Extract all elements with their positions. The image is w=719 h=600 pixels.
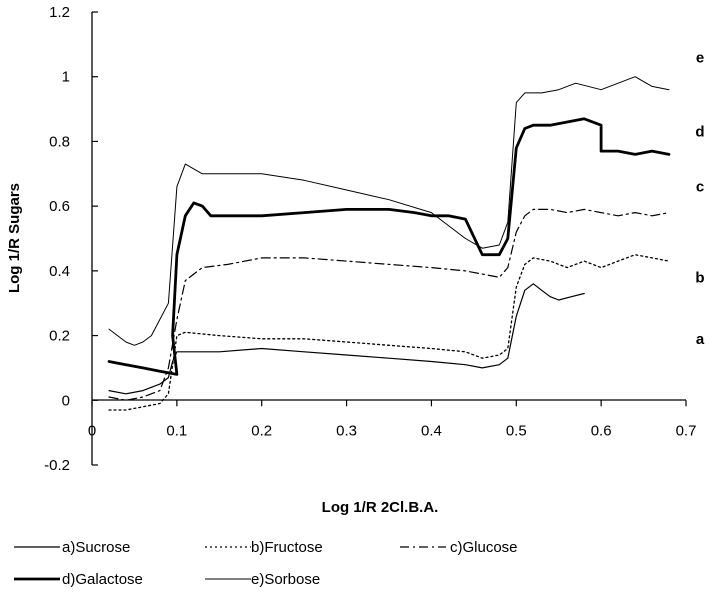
series-line-d <box>107 117 671 376</box>
x-ticks: 0 0.1 0.2 0.3 0.4 0.5 0.6 0.7 <box>88 400 697 439</box>
curve-label-b: b <box>695 269 704 286</box>
series-line-b <box>108 254 670 411</box>
legend: a)Sucrose b)Fructose c)Glucose d)Galactose e… <box>14 539 518 588</box>
x-tick-label: 0.4 <box>421 422 442 439</box>
y-ticks: -0.2 0 0.2 0.4 0.6 0.8 1 1.2 <box>44 4 98 474</box>
x-tick-label: 0.7 <box>676 422 697 439</box>
legend-label: e)Sorbose <box>251 571 320 588</box>
legend-label: c)Glucose <box>450 539 518 556</box>
curve-label-a: a <box>696 331 705 348</box>
y-tick-label: 0.2 <box>49 328 70 345</box>
x-tick-label: 0.3 <box>336 422 357 439</box>
y-tick-label: 0 <box>62 392 70 409</box>
y-tick-label: 0.8 <box>49 133 70 150</box>
curve-label-e: e <box>696 49 704 66</box>
x-tick-label: 0.2 <box>251 422 272 439</box>
y-tick-label: 1 <box>62 69 70 86</box>
y-axis-title: Log 1/R Sugars <box>6 183 23 293</box>
x-tick-label: 0.5 <box>506 422 527 439</box>
x-tick-label: 0.1 <box>166 422 187 439</box>
curve-label-d: d <box>695 124 704 141</box>
curve-labels: a b c d e <box>695 49 704 348</box>
y-tick-label: 1.2 <box>49 4 70 21</box>
curve-label-c: c <box>696 179 704 196</box>
legend-label: b)Fructose <box>251 539 323 556</box>
series-line-a <box>108 283 585 395</box>
legend-label: d)Galactose <box>62 571 143 588</box>
series-line-c <box>108 208 670 401</box>
axes <box>91 12 686 465</box>
x-tick-label: 0.6 <box>591 422 612 439</box>
x-axis-title: Log 1/R 2Cl.B.A. <box>322 499 439 516</box>
y-tick-label: 0.4 <box>49 263 70 280</box>
y-tick-label: 0.6 <box>49 198 70 215</box>
legend-label: a)Sucrose <box>62 539 130 556</box>
series-line-e <box>108 76 670 346</box>
series-layer <box>107 76 671 411</box>
y-tick-label: -0.2 <box>44 457 70 474</box>
x-tick-label: 0 <box>88 422 96 439</box>
